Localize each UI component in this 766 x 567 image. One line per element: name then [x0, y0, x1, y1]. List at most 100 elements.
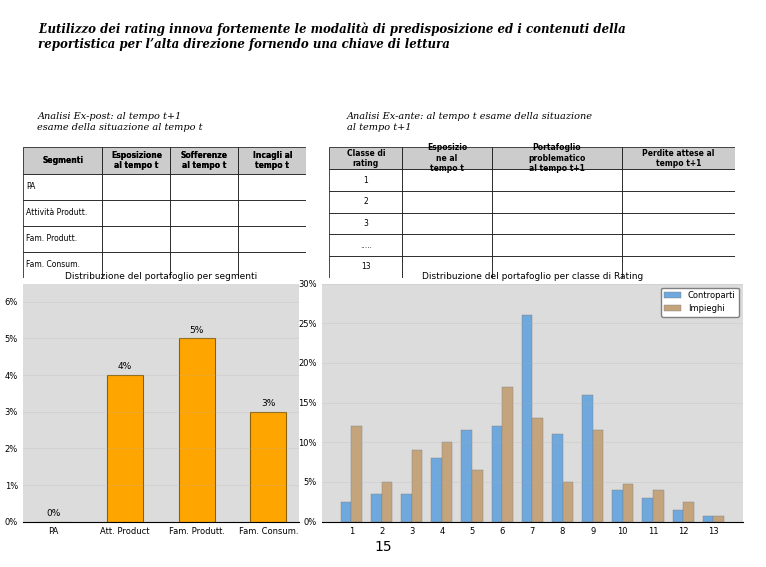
Bar	[683, 502, 694, 522]
Bar	[461, 430, 472, 522]
Text: 4%: 4%	[118, 362, 133, 371]
Bar	[238, 200, 306, 226]
Bar	[402, 234, 492, 256]
Bar	[23, 174, 103, 200]
Bar	[23, 252, 103, 278]
Text: Segmenti: Segmenti	[42, 156, 83, 165]
Bar	[341, 502, 352, 522]
Bar	[329, 147, 402, 169]
Bar	[492, 147, 622, 169]
Text: Perdite attese al
tempo t+1: Perdite attese al tempo t+1	[643, 149, 715, 168]
Text: PA: PA	[26, 182, 35, 191]
Text: Classe di
rating: Classe di rating	[347, 149, 385, 168]
Bar	[532, 418, 543, 522]
Text: 2: 2	[364, 197, 368, 206]
Bar	[103, 174, 170, 200]
Text: L’utilizzo dei rating innova fortemente le modalità di predisposizione ed i cont: L’utilizzo dei rating innova fortemente …	[38, 23, 626, 51]
Bar	[329, 234, 402, 256]
Bar	[653, 490, 663, 522]
Text: Esposizione
al tempo t: Esposizione al tempo t	[111, 151, 162, 170]
Bar	[492, 426, 502, 522]
Bar	[329, 191, 402, 213]
Bar	[431, 458, 442, 522]
Text: .....: .....	[360, 241, 372, 249]
Text: Esposizio
ne al
tempo t: Esposizio ne al tempo t	[427, 143, 467, 173]
Bar	[582, 395, 593, 522]
Bar	[492, 234, 622, 256]
Bar	[170, 252, 238, 278]
Text: Analisi Ex-ante: al tempo t esame della situazione
al tempo t+1: Analisi Ex-ante: al tempo t esame della …	[347, 112, 593, 132]
Bar	[103, 252, 170, 278]
Bar	[238, 174, 306, 200]
Text: 15: 15	[374, 540, 392, 554]
Text: Portafoglio
problematico
al tempo t+1: Portafoglio problematico al tempo t+1	[528, 143, 585, 173]
Bar	[402, 169, 492, 191]
Bar	[492, 169, 622, 191]
Bar	[103, 200, 170, 226]
Bar	[673, 510, 683, 522]
Bar	[402, 147, 492, 169]
Bar	[442, 442, 453, 522]
Text: 3%: 3%	[261, 399, 276, 408]
Bar	[329, 256, 402, 278]
Bar	[238, 226, 306, 252]
Bar	[107, 375, 143, 522]
Text: Segmenti: Segmenti	[42, 156, 83, 165]
Bar	[522, 315, 532, 522]
Text: Analisi Ex-post: al tempo t+1
esame della situazione al tempo t: Analisi Ex-post: al tempo t+1 esame dell…	[38, 112, 203, 132]
Bar	[103, 147, 170, 174]
Title: Distribuzione del portafoglio per segmenti: Distribuzione del portafoglio per segmen…	[65, 272, 257, 281]
Bar	[622, 169, 735, 191]
Text: Attività Produtt.: Attività Produtt.	[26, 208, 87, 217]
Bar	[329, 213, 402, 234]
Bar	[713, 516, 724, 522]
Bar	[492, 191, 622, 213]
Bar	[472, 470, 483, 522]
Bar	[250, 412, 286, 522]
Text: Esposizione
al tempo t: Esposizione al tempo t	[111, 151, 162, 170]
Bar	[492, 213, 622, 234]
Bar	[238, 252, 306, 278]
Bar	[502, 387, 512, 522]
Legend: Controparti, Impieghi: Controparti, Impieghi	[661, 287, 739, 316]
Bar	[23, 147, 103, 174]
Bar	[371, 494, 381, 522]
Bar	[622, 256, 735, 278]
Text: Fam. Produtt.: Fam. Produtt.	[26, 234, 77, 243]
Bar	[612, 490, 623, 522]
Text: 13: 13	[361, 263, 371, 272]
Bar	[643, 498, 653, 522]
Bar	[381, 482, 392, 522]
Bar	[170, 200, 238, 226]
Bar	[622, 213, 735, 234]
Bar	[170, 147, 238, 174]
Bar	[492, 256, 622, 278]
Text: 1: 1	[364, 176, 368, 184]
Text: Fam. Consum.: Fam. Consum.	[26, 260, 80, 269]
Bar	[622, 147, 735, 169]
Bar	[412, 450, 422, 522]
Bar	[402, 256, 492, 278]
Bar	[562, 482, 573, 522]
Bar	[401, 494, 412, 522]
Bar	[103, 226, 170, 252]
Bar	[23, 226, 103, 252]
Bar	[170, 174, 238, 200]
Text: Incagli al
tempo t: Incagli al tempo t	[253, 151, 292, 170]
Text: Incagli al
tempo t: Incagli al tempo t	[253, 151, 292, 170]
Text: 5%: 5%	[189, 326, 204, 335]
Text: 3: 3	[364, 219, 368, 228]
Bar	[170, 226, 238, 252]
Bar	[702, 516, 713, 522]
Bar	[402, 191, 492, 213]
Bar	[622, 234, 735, 256]
Bar	[623, 484, 633, 522]
Bar	[178, 338, 214, 522]
Title: Distribuzione del portafoglio per classe di Rating: Distribuzione del portafoglio per classe…	[422, 272, 643, 281]
Bar	[593, 430, 604, 522]
Bar	[23, 200, 103, 226]
Text: Sofferenze
al tempo t: Sofferenze al tempo t	[181, 151, 228, 170]
Bar	[552, 434, 562, 522]
Bar	[622, 191, 735, 213]
Bar	[329, 169, 402, 191]
